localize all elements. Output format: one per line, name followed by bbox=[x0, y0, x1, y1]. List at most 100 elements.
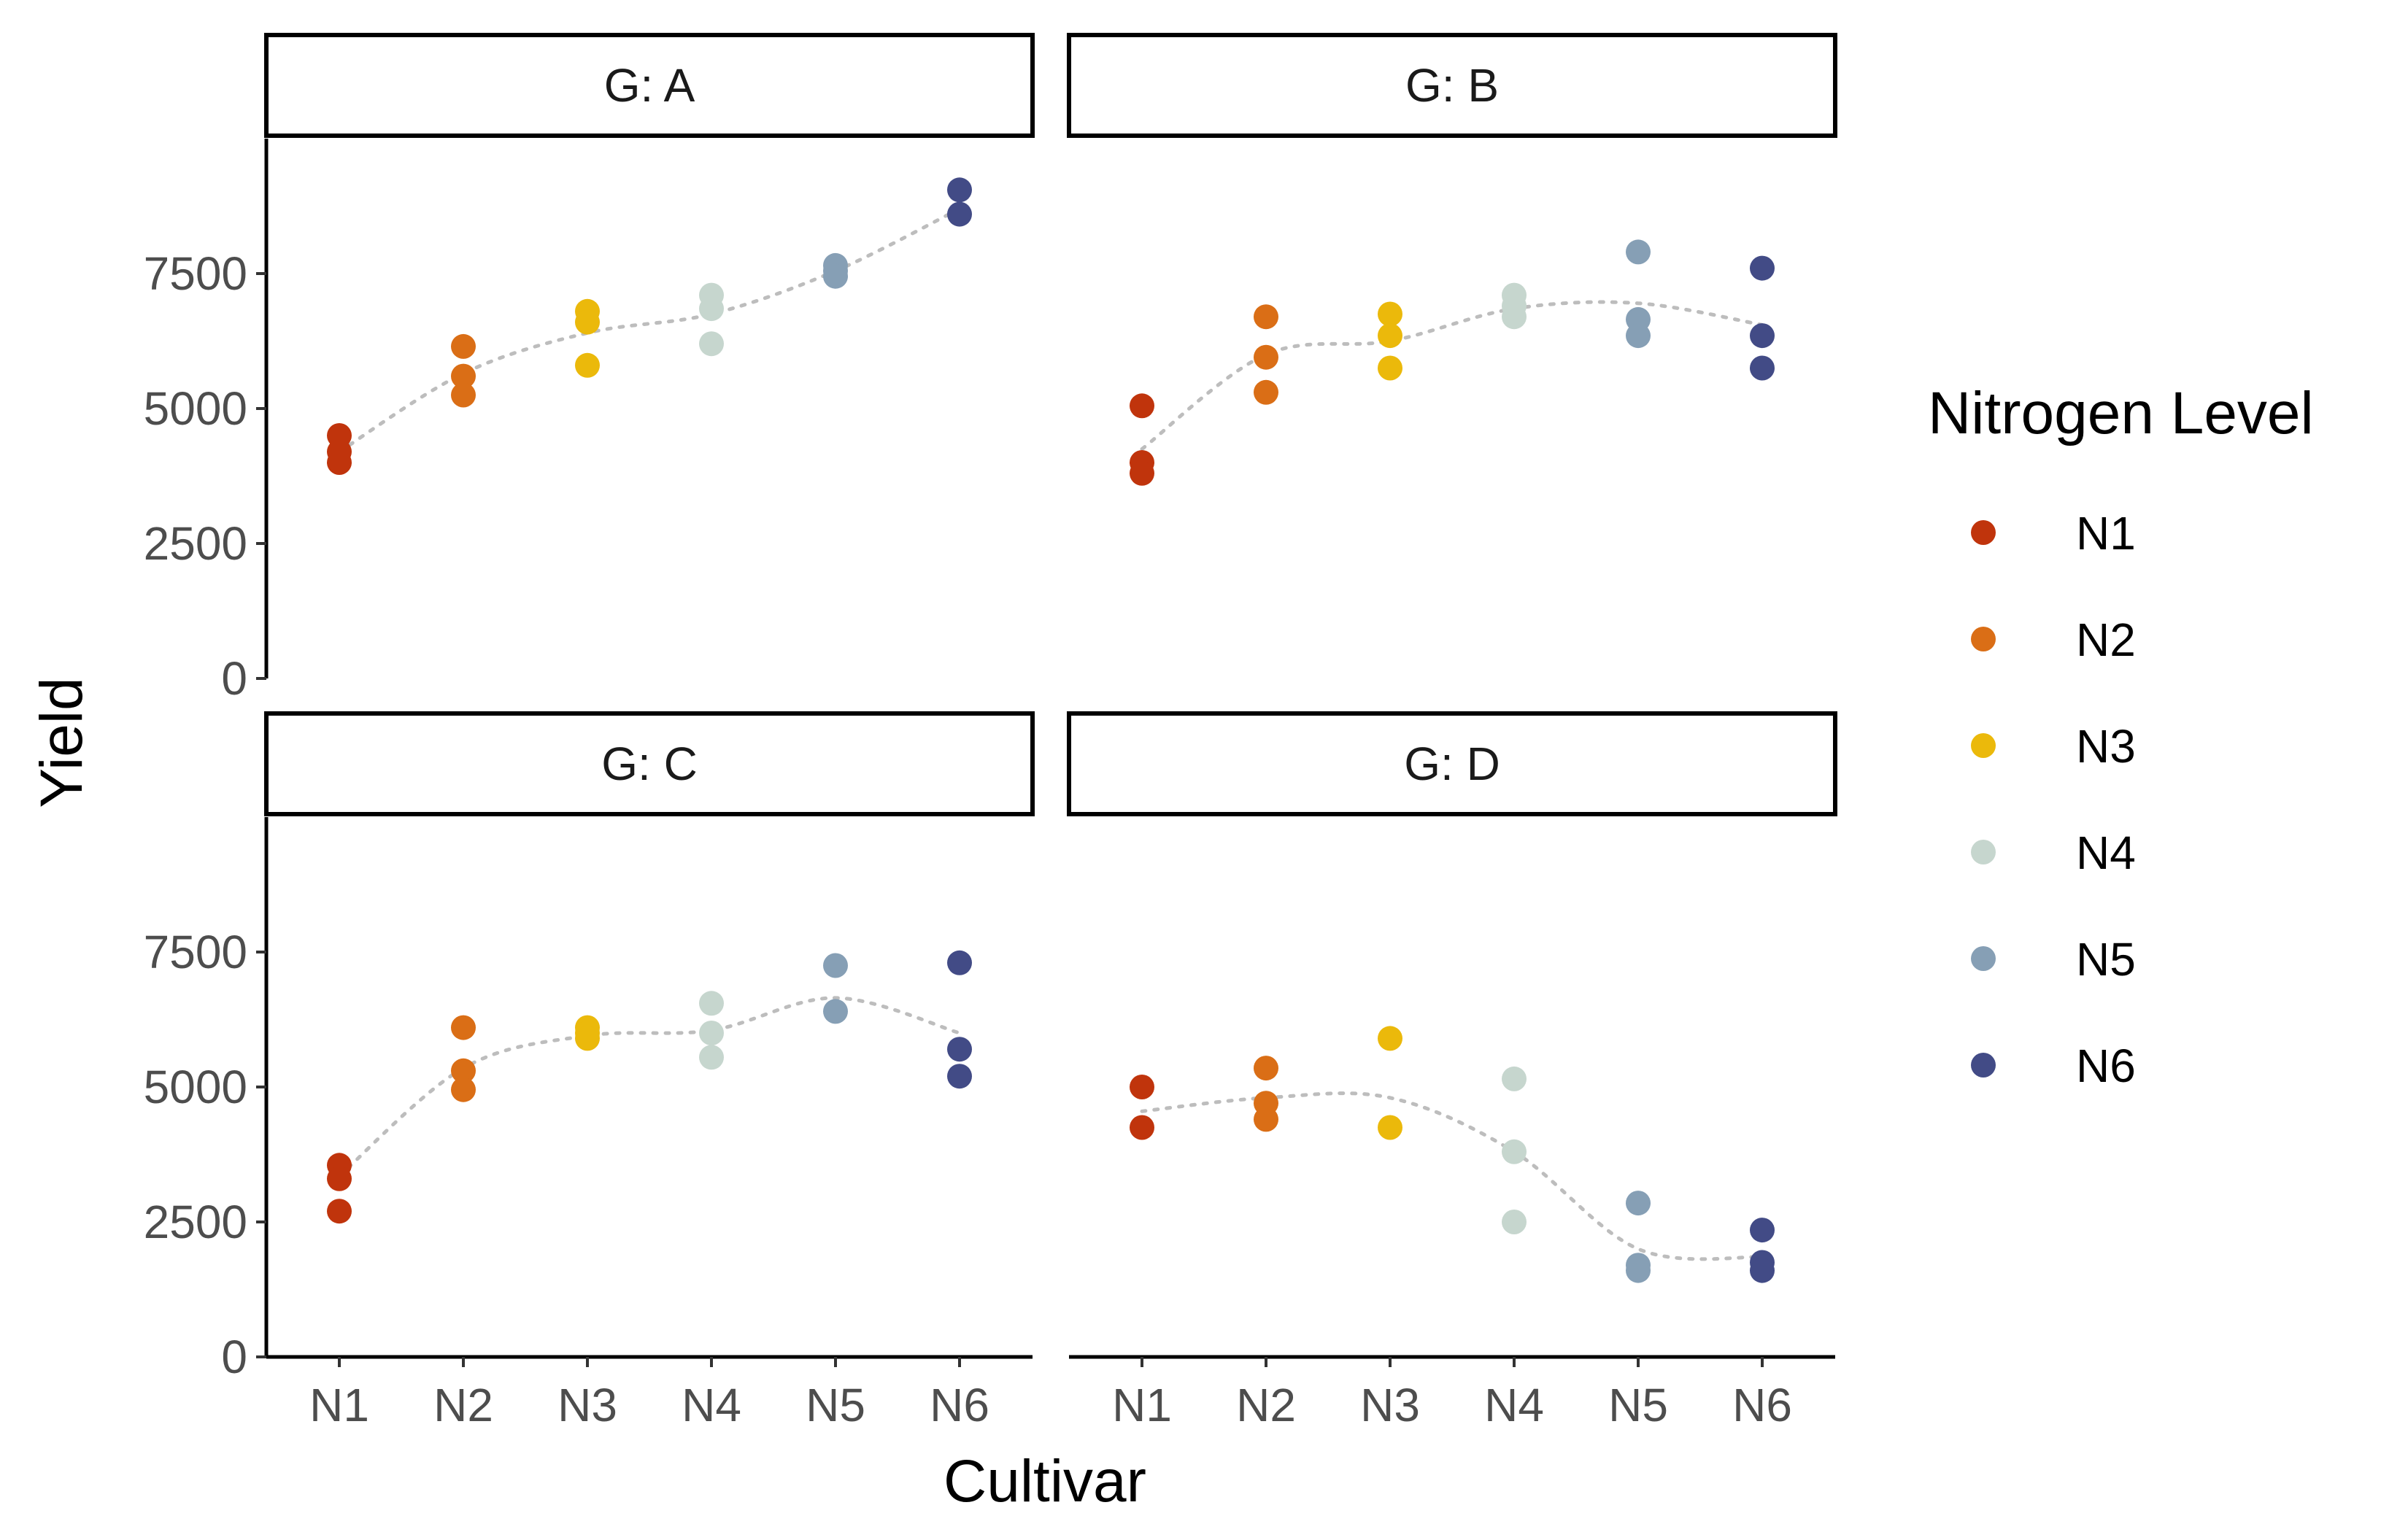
data-point bbox=[699, 1021, 724, 1045]
trend-line bbox=[337, 996, 962, 1178]
data-point bbox=[947, 1037, 972, 1062]
legend-key bbox=[1971, 840, 1996, 864]
legend-item: N4 bbox=[1971, 827, 2136, 879]
data-point bbox=[1626, 1258, 1651, 1283]
y-tick-label: 0 bbox=[221, 1331, 247, 1383]
x-tick-label: N6 bbox=[930, 1379, 989, 1431]
data-point bbox=[823, 953, 848, 978]
legend-key bbox=[1971, 946, 1996, 971]
data-point bbox=[1626, 323, 1651, 349]
data-point bbox=[1130, 1115, 1154, 1140]
data-point bbox=[1378, 1115, 1402, 1140]
legend-label: N2 bbox=[2076, 614, 2136, 666]
data-point bbox=[1378, 1026, 1402, 1051]
x-tick-label: N2 bbox=[433, 1379, 493, 1431]
data-point bbox=[1130, 393, 1154, 419]
data-point bbox=[451, 1015, 476, 1040]
data-point bbox=[1254, 344, 1278, 370]
data-point bbox=[451, 363, 476, 389]
y-tick-label: 5000 bbox=[144, 1061, 247, 1113]
data-point bbox=[1254, 304, 1278, 330]
legend-title: Nitrogen Level bbox=[1928, 380, 2314, 446]
x-tick-label: N1 bbox=[1112, 1379, 1172, 1431]
data-point bbox=[823, 999, 848, 1024]
data-point bbox=[1750, 355, 1775, 381]
legend-item: N2 bbox=[1971, 614, 2136, 666]
x-tick-label: N4 bbox=[1484, 1379, 1544, 1431]
data-point bbox=[327, 1199, 352, 1224]
x-tick-label: N3 bbox=[557, 1379, 617, 1431]
facet-strip bbox=[264, 33, 1035, 138]
y-tick-label: 7500 bbox=[144, 247, 247, 300]
legend: Nitrogen Level N1 N2 N3 N4 N5 N6 bbox=[1928, 380, 2314, 1092]
facet-strip bbox=[264, 711, 1035, 816]
legend-label: N1 bbox=[2076, 507, 2136, 560]
legend-key bbox=[1971, 733, 1996, 758]
legend-item: N6 bbox=[1971, 1040, 2136, 1092]
data-point bbox=[1130, 460, 1154, 486]
facet-panel: G: D N1 N2 N3 N4 N5 N6 bbox=[1067, 711, 1837, 1431]
legend-key bbox=[1971, 1053, 1996, 1078]
legend-key bbox=[1971, 627, 1996, 651]
trend-line bbox=[337, 206, 962, 454]
facet-strip-label: G: A bbox=[604, 59, 695, 112]
data-point bbox=[1750, 1258, 1775, 1283]
y-tick-label: 5000 bbox=[144, 382, 247, 435]
legend-label: N4 bbox=[2076, 827, 2136, 879]
data-point bbox=[575, 309, 600, 335]
data-point bbox=[1750, 255, 1775, 281]
facet-panels: G: A 0 2500 5000 7500 G: B G: C 0 2500 5000 7500 N1… bbox=[144, 33, 1837, 1431]
data-point bbox=[1626, 239, 1651, 265]
legend-item: N3 bbox=[1971, 720, 2136, 773]
facet-strip-label: G: B bbox=[1405, 59, 1499, 112]
data-point bbox=[1254, 1107, 1278, 1132]
data-point bbox=[1130, 1075, 1154, 1099]
y-axis-title: Yield bbox=[28, 677, 95, 808]
y-tick-label: 0 bbox=[221, 652, 247, 705]
data-point bbox=[1502, 1066, 1527, 1091]
facet-strip-label: G: D bbox=[1404, 738, 1500, 790]
data-point bbox=[451, 382, 476, 408]
facet-panel: G: A 0 2500 5000 7500 bbox=[144, 33, 1035, 705]
facet-panel: G: C 0 2500 5000 7500 N1 N2 N3 N4 N5 N6 bbox=[144, 711, 1035, 1431]
data-point bbox=[327, 450, 352, 475]
data-point bbox=[451, 1058, 476, 1083]
legend-label: N3 bbox=[2076, 720, 2136, 773]
data-point bbox=[947, 177, 972, 203]
facet-strip bbox=[1067, 711, 1837, 816]
facet-panel: G: B bbox=[1067, 33, 1837, 486]
legend-key bbox=[1971, 520, 1996, 545]
data-point bbox=[1378, 323, 1402, 349]
legend-label: N5 bbox=[2076, 933, 2136, 986]
data-point bbox=[1502, 1139, 1527, 1164]
data-point bbox=[1750, 323, 1775, 349]
data-point bbox=[1378, 355, 1402, 381]
x-tick-label: N5 bbox=[806, 1379, 865, 1431]
legend-items: N1 N2 N3 N4 N5 N6 bbox=[1971, 507, 2136, 1092]
facet-strip-label: G: C bbox=[601, 738, 698, 790]
trend-line bbox=[1140, 300, 1764, 451]
data-point bbox=[1750, 1218, 1775, 1243]
data-point bbox=[699, 991, 724, 1016]
data-point bbox=[1502, 1210, 1527, 1234]
legend-item: N1 bbox=[1971, 507, 2136, 560]
data-point bbox=[699, 331, 724, 357]
data-point bbox=[823, 263, 848, 289]
data-point bbox=[947, 950, 972, 975]
x-axis-title: Cultivar bbox=[943, 1448, 1146, 1514]
facet-strip bbox=[1067, 33, 1837, 138]
data-point bbox=[451, 1077, 476, 1102]
data-point bbox=[1254, 379, 1278, 405]
legend-item: N5 bbox=[1971, 933, 2136, 986]
data-point bbox=[699, 1045, 724, 1070]
data-point bbox=[1626, 1191, 1651, 1216]
x-tick-label: N5 bbox=[1608, 1379, 1668, 1431]
x-tick-label: N6 bbox=[1732, 1379, 1792, 1431]
data-point bbox=[575, 352, 600, 378]
data-point bbox=[1254, 1056, 1278, 1081]
trend-line bbox=[1140, 1091, 1764, 1261]
data-point bbox=[947, 201, 972, 227]
x-tick-label: N4 bbox=[682, 1379, 741, 1431]
data-point bbox=[451, 333, 476, 359]
